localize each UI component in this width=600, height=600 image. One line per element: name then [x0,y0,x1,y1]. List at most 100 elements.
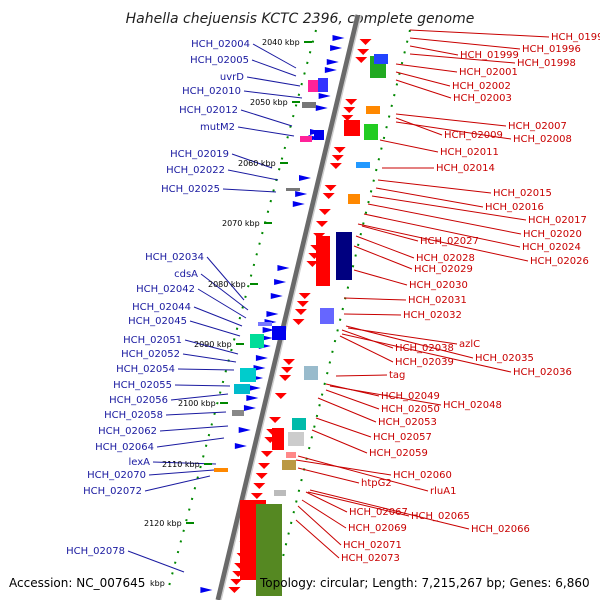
right-leader-line [295,459,392,476]
right-gene-label[interactable]: HCH_02073 [341,553,400,564]
right-leader-line [329,385,442,406]
plus-strand-gene [274,279,287,285]
right-leader-line [353,245,413,270]
right-gene-label[interactable]: HCH_02035 [475,353,534,364]
right-gene-label[interactable]: htpG2 [361,478,392,489]
right-gene-label[interactable]: tag [389,370,405,381]
right-gene-label[interactable]: HCH_02014 [436,163,495,174]
right-leader-line [409,45,459,56]
left-gene-label[interactable]: uvrD [220,72,244,83]
right-gene-label[interactable]: HCH_02024 [522,242,581,253]
right-gene-label[interactable]: azlC [459,339,480,350]
kbp-label: 2070 kbp [222,219,260,228]
left-gene-label[interactable]: HCH_02044 [132,302,191,313]
left-gene-label[interactable]: HCH_02062 [98,426,157,437]
left-gene-label[interactable]: HCH_02054 [116,364,175,375]
right-gene-label[interactable]: HCH_02069 [348,523,407,534]
right-gene-label[interactable]: HCH_02053 [378,417,437,428]
right-gene-label[interactable]: HCH_02028 [416,253,475,264]
left-gene-label[interactable]: HCH_02012 [179,105,238,116]
minus-strand-gene [258,463,271,469]
minus-strand-gene [296,301,309,307]
left-gene-label[interactable]: HCH_02070 [87,470,146,481]
left-gene-label[interactable]: HCH_02058 [104,410,163,421]
right-leader-line [377,179,492,194]
left-gene-label[interactable]: HCH_02042 [136,284,195,295]
gene-block [300,136,312,142]
gene-block [282,460,296,470]
right-gene-label[interactable]: HCH_02029 [414,264,473,275]
gene-block [356,162,370,168]
gene-block [250,334,264,348]
right-gene-label[interactable]: HCH_02059 [369,448,428,459]
minus-strand-gene [341,115,354,121]
left-gene-label[interactable]: HCH_02056 [109,395,168,406]
left-gene-label[interactable]: HCH_02051 [123,335,182,346]
left-gene-label[interactable]: HCH_02064 [95,442,154,453]
right-gene-label[interactable]: HCH_02060 [393,470,452,481]
left-leader-line [156,437,225,448]
left-gene-label[interactable]: HCH_02045 [128,316,187,327]
right-gene-label[interactable]: rluA1 [430,486,456,497]
right-gene-label[interactable]: HCH_02020 [523,229,582,240]
right-gene-label[interactable]: HCH_02011 [440,147,499,158]
plus-strand-gene [243,405,256,411]
right-gene-label[interactable]: HCH_02067 [349,507,408,518]
gene-block [318,78,328,92]
left-gene-label[interactable]: HCH_02025 [161,184,220,195]
left-gene-label[interactable]: HCH_02052 [121,349,180,360]
plus-strand-gene [318,93,331,99]
left-leader-line [243,90,303,99]
right-gene-label[interactable]: HCH_02032 [403,310,462,321]
right-gene-label[interactable]: HCH_01998 [517,58,576,69]
right-gene-label[interactable]: HCH_02031 [408,295,467,306]
right-gene-label[interactable]: HCH_02003 [453,93,512,104]
left-gene-label[interactable]: HCH_02022 [166,165,225,176]
right-gene-label[interactable]: HCH_02009 [444,130,503,141]
right-gene-label[interactable]: HCH_02038 [395,343,454,354]
right-gene-label[interactable]: HCH_02071 [343,540,402,551]
right-gene-label[interactable]: HCH_02017 [528,215,587,226]
right-gene-label[interactable]: HCH_02065 [411,511,470,522]
right-gene-label[interactable]: HCH_02030 [409,280,468,291]
right-leader-line [301,499,347,529]
kbp-scale-labels: 2040 kbp 2050 kbp 2060 kbp 2070 kbp 2080 kbp… [144,38,312,588]
right-gene-label[interactable]: HCH_02016 [485,202,544,213]
left-gene-label[interactable]: HCH_02019 [170,149,229,160]
right-gene-label[interactable]: HCH_02057 [373,432,432,443]
gene-block [336,232,352,280]
right-gene-label[interactable]: HCH_02027 [420,236,479,247]
right-gene-label[interactable]: HCH_01993 [551,32,600,43]
left-gene-label[interactable]: HCH_02005 [190,55,249,66]
right-gene-label[interactable]: HCH_01999 [460,50,519,61]
right-gene-label[interactable]: HCH_02026 [530,256,589,267]
right-leader-line [297,455,429,492]
right-leader-line [305,491,348,513]
left-gene-label[interactable]: HCH_02078 [66,546,125,557]
plus-strand-gene [298,175,311,181]
minus-strand-gene [318,209,331,215]
left-gene-label[interactable]: HCH_02055 [113,380,172,391]
right-gene-label[interactable]: HCH_01996 [522,44,581,55]
right-gene-label[interactable]: HCH_02049 [381,391,440,402]
right-gene-label[interactable]: HCH_02002 [452,81,511,92]
right-gene-label[interactable]: HCH_02015 [493,188,552,199]
left-gene-label[interactable]: lexA [128,457,150,468]
right-leader-line [375,187,484,208]
right-gene-label[interactable]: HCH_02001 [459,67,518,78]
right-gene-label[interactable]: HCH_02036 [513,367,572,378]
left-gene-label[interactable]: HCH_02034 [145,252,204,263]
right-gene-label[interactable]: HCH_02050 [381,404,440,415]
right-gene-label[interactable]: HCH_02048 [443,400,502,411]
right-gene-label[interactable]: HCH_02007 [508,121,567,132]
left-gene-label[interactable]: HCH_02072 [83,486,142,497]
kbp-label: 2060 kbp [238,159,276,168]
left-gene-label[interactable]: HCH_02010 [182,86,241,97]
left-gene-label[interactable]: cdsA [174,269,198,280]
left-gene-label[interactable]: mutM2 [200,122,235,133]
right-gene-label[interactable]: HCH_02008 [513,134,572,145]
left-gene-label[interactable]: HCH_02004 [191,39,250,50]
right-gene-label[interactable]: HCH_02039 [395,357,454,368]
right-gene-label[interactable]: HCH_02066 [471,524,530,535]
right-leader-line [311,429,368,454]
